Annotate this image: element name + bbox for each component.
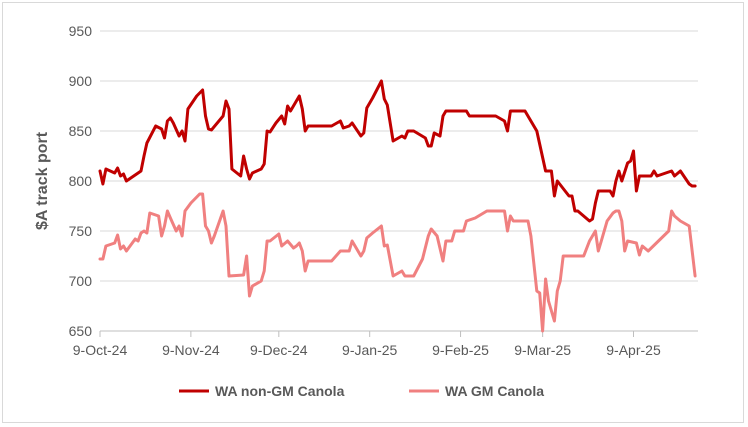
series-line-wa-non-gm-canola xyxy=(98,79,697,223)
x-tick-label: 9-Mar-25 xyxy=(514,342,571,358)
y-tick-label: 650 xyxy=(69,323,93,339)
y-axis-title: $A track port xyxy=(34,131,51,230)
series-line-wa-gm-canola xyxy=(98,192,697,333)
x-tick-label: 9-Nov-24 xyxy=(162,342,220,358)
legend-label: WA GM Canola xyxy=(445,383,544,399)
x-tick-label: 9-Jan-25 xyxy=(342,342,397,358)
y-tick-label: 700 xyxy=(69,273,93,289)
x-tick-label: 9-Feb-25 xyxy=(432,342,489,358)
x-tick-label: 9-Apr-25 xyxy=(606,342,661,358)
y-tick-label: 750 xyxy=(69,223,93,239)
legend-label: WA non-GM Canola xyxy=(215,383,345,399)
series-lines xyxy=(98,79,697,333)
gridlines xyxy=(100,30,698,282)
tick-labels: 650 700 750 800 850 900 950 9-Oct-24 9-Nov-24 9-D… xyxy=(69,23,661,358)
y-tick-label: 950 xyxy=(69,23,93,39)
axes xyxy=(99,330,698,337)
line-chart: 650 700 750 800 850 900 950 9-Oct-24 9-Nov-24 9-D… xyxy=(34,23,698,399)
chart-area: 650 700 750 800 850 900 950 9-Oct-24 9-Nov-24 9-D… xyxy=(2,2,744,423)
y-tick-label: 800 xyxy=(69,173,93,189)
x-tick-label: 9-Oct-24 xyxy=(73,342,128,358)
x-tick-label: 9-Dec-24 xyxy=(250,342,308,358)
y-tick-label: 850 xyxy=(69,123,93,139)
y-tick-label: 900 xyxy=(69,73,93,89)
legend: WA non-GM Canola WA GM Canola xyxy=(179,383,544,399)
